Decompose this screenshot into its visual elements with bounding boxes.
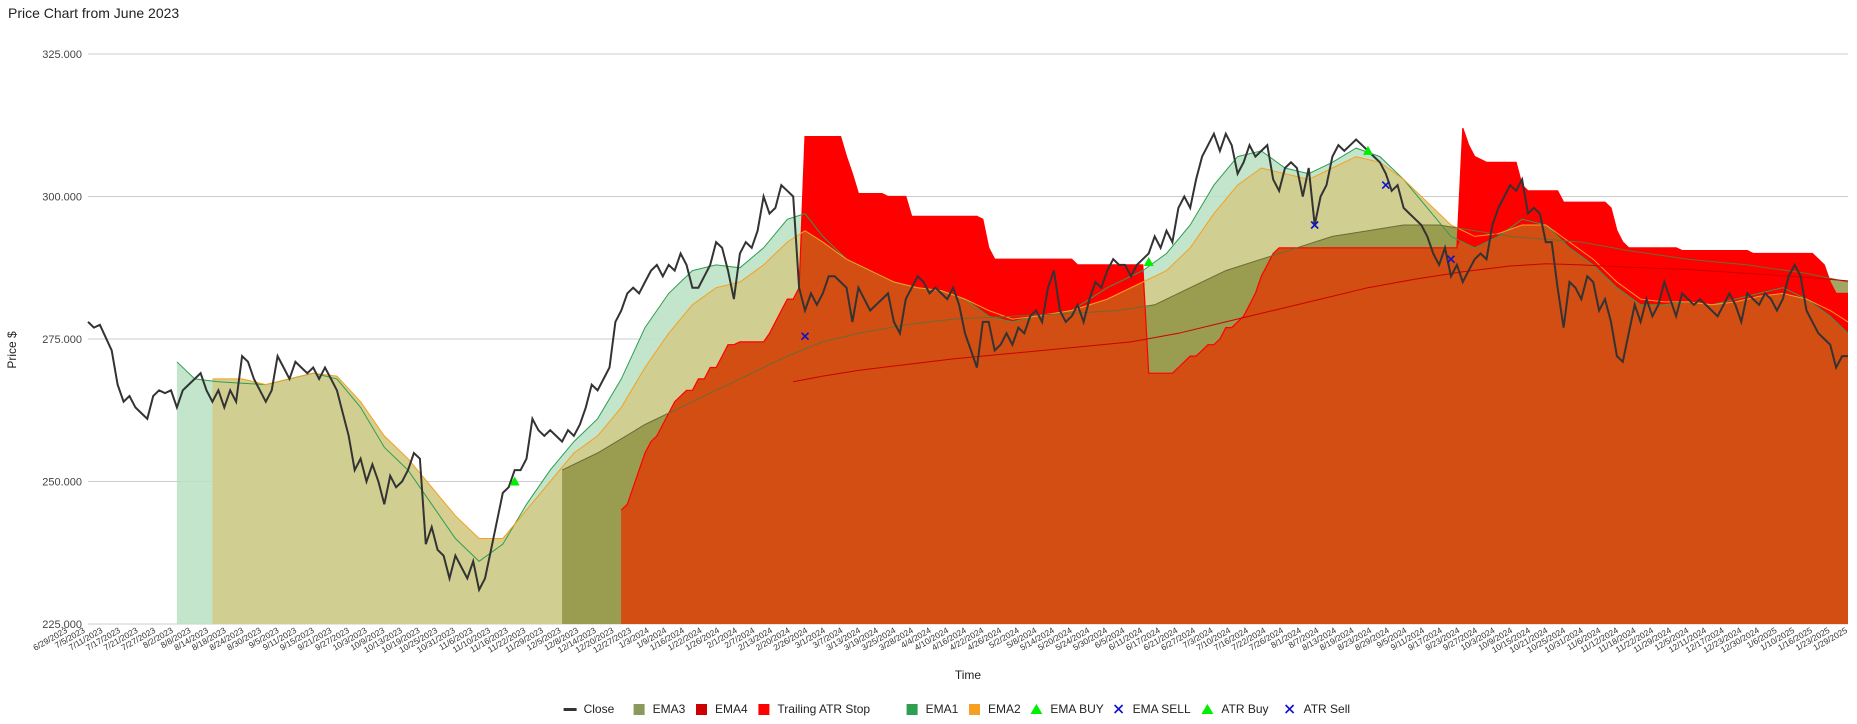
legend-label: ATR Sell [1304, 702, 1350, 716]
legend-swatch [906, 704, 918, 715]
chart-title: Price Chart from June 2023 [8, 5, 180, 21]
legend-line-swatch [563, 708, 577, 711]
y-tick-label: 250.000 [42, 477, 82, 489]
legend-triangle-icon [1030, 704, 1043, 714]
sell-signal-marker [1310, 220, 1319, 230]
y-axis-label: Price $ [5, 331, 19, 369]
ema4-line [793, 263, 1849, 383]
sell-signal-marker [1446, 255, 1456, 264]
legend-item: EMA3 [633, 702, 686, 716]
series-lines [87, 131, 1849, 593]
legend-label: Trailing ATR Stop [777, 702, 870, 716]
legend-label: EMA1 [926, 702, 959, 716]
legend-label: ATR Buy [1221, 702, 1268, 716]
sell-signal-marker [800, 332, 810, 341]
legend-cross-icon [1114, 704, 1124, 714]
buy-signal-marker [1143, 257, 1154, 267]
legend-triangle-icon [1201, 704, 1214, 714]
legend-swatch [969, 704, 980, 715]
legend-label: EMA3 [653, 702, 686, 716]
legend-item: Trailing ATR Stop [758, 702, 870, 716]
legend-swatch [696, 704, 707, 715]
legend-item: EMA SELL [1114, 702, 1191, 716]
atr-ema-overlap-area [621, 225, 1848, 624]
y-tick-label: 300.000 [42, 192, 82, 204]
close-line [87, 131, 1848, 593]
series-areas [176, 127, 1848, 624]
sell-signal-marker [1381, 181, 1390, 190]
legend-item: EMA2 [969, 702, 1021, 716]
buy-signal-marker [1363, 145, 1373, 155]
ema1-line [176, 147, 1849, 562]
y-tick-labels: 225.000 250.000 275.000 300.000 325.000 [42, 49, 82, 631]
legend-swatch [758, 704, 770, 715]
x-axis-label: Time [955, 668, 982, 682]
legend-label: EMA4 [715, 702, 748, 716]
legend-cross-icon [1285, 704, 1295, 714]
signal-markers [509, 145, 1456, 486]
legend: Close EMA3 EMA4 Trailing ATR Stop EMA1 EMA2 EM… [563, 702, 1350, 716]
ema3-line [561, 224, 1849, 471]
legend-item: Close [563, 702, 615, 716]
buy-signal-marker [509, 476, 520, 486]
legend-label: EMA BUY [1050, 702, 1103, 716]
y-tick-label: 225.000 [42, 619, 82, 631]
legend-swatch [633, 704, 645, 715]
ema2-line [212, 156, 1849, 539]
legend-item: ATR Sell [1285, 702, 1350, 716]
y-tick-label: 275.000 [42, 334, 82, 346]
x-tick-labels: 6/29/20237/5/20237/11/20237/17/20237/21/… [31, 625, 1849, 655]
trailing-atr-stop-line [620, 127, 1848, 511]
legend-label: EMA SELL [1133, 702, 1191, 716]
legend-item: EMA4 [696, 702, 748, 716]
legend-item: EMA1 [906, 702, 959, 716]
legend-item: EMA BUY [1030, 702, 1104, 716]
legend-label: EMA2 [988, 702, 1021, 716]
legend-label: Close [584, 702, 615, 716]
y-tick-label: 325.000 [42, 49, 82, 61]
legend-item: ATR Buy [1201, 702, 1269, 716]
